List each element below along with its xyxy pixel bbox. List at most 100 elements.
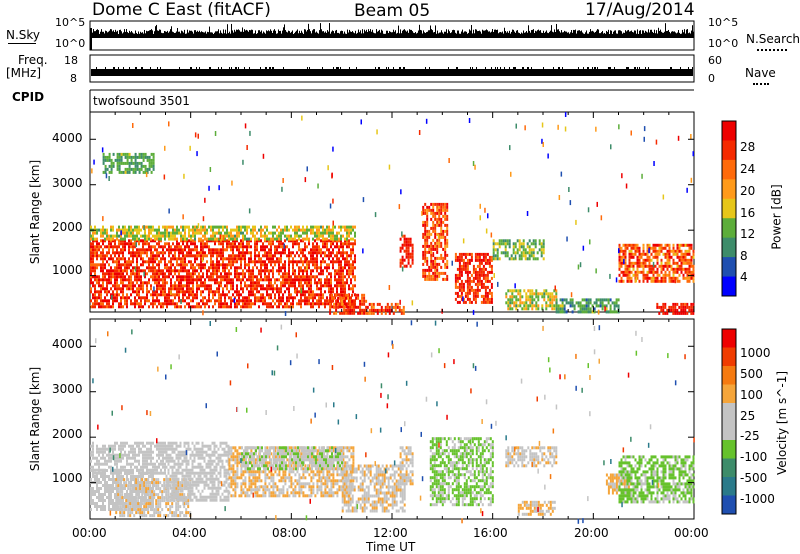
heatmap-cell [122, 225, 124, 229]
freq-spike [114, 67, 115, 69]
heatmap-cell [148, 237, 150, 241]
heatmap-cell [116, 299, 118, 303]
heatmap-cell [230, 254, 232, 258]
heatmap-cell [322, 260, 324, 264]
heatmap-cell [634, 252, 637, 256]
heatmap-cell [430, 241, 433, 245]
nsky-bar [614, 30, 615, 38]
heatmap-cell [411, 255, 414, 259]
heatmap-cell [312, 269, 314, 273]
nsky-bar [195, 30, 196, 38]
heatmap-cell [538, 248, 541, 252]
heatmap-cell [244, 225, 246, 229]
heatmap-cell [156, 231, 158, 235]
nsky-bar [487, 30, 488, 38]
nsky-bar [581, 30, 582, 38]
heatmap-cell [529, 292, 532, 296]
heatmap-cell [440, 265, 443, 269]
heatmap-cell [182, 257, 184, 261]
heatmap-cell [224, 305, 226, 309]
heatmap-cell [296, 225, 298, 229]
heatmap-cell [339, 302, 342, 306]
heatmap-cell [518, 254, 521, 258]
heatmap-cell [260, 266, 262, 270]
heatmap-cell [405, 249, 408, 253]
heatmap-cell [337, 299, 340, 303]
heatmap-cell [262, 260, 264, 264]
heatmap-cell [430, 253, 433, 257]
heatmap-cell [349, 305, 352, 309]
heatmap-cell [130, 281, 132, 285]
heatmap-cell [668, 305, 671, 309]
nsky-bar [98, 30, 99, 38]
heatmap-cell [142, 290, 144, 294]
heatmap-cell [158, 263, 160, 267]
heatmap-cell [90, 281, 92, 285]
heatmap-cell [541, 292, 544, 296]
heatmap-cell [110, 161, 113, 165]
heatmap-cell [266, 293, 268, 297]
heatmap-cell [258, 237, 260, 241]
heatmap-cell [138, 231, 140, 235]
heatmap-cell [399, 246, 402, 250]
heatmap-cell [338, 284, 340, 288]
nsky-bar [452, 30, 453, 38]
heatmap-cell [474, 270, 477, 274]
heatmap-cell [122, 239, 124, 243]
heatmap-cell [332, 287, 334, 291]
heatmap-cell [626, 246, 629, 250]
scatter-echo [648, 248, 650, 254]
heatmap-cell [228, 296, 230, 300]
heatmap-cell [294, 225, 296, 229]
heatmap-cell [642, 261, 645, 265]
heatmap-cell [120, 278, 122, 282]
scatter-echo [202, 310, 204, 316]
nsky-bar [298, 33, 299, 38]
scatter-echo [180, 299, 182, 304]
heatmap-cell [470, 300, 473, 304]
nsky-bar [501, 32, 502, 38]
scatter-echo [641, 173, 643, 179]
heatmap-cell [164, 275, 166, 279]
heatmap-cell [118, 234, 120, 238]
heatmap-cell [324, 237, 326, 241]
heatmap-cell [102, 231, 104, 235]
heatmap-cell [312, 299, 314, 303]
heatmap-cell [172, 234, 174, 238]
heatmap-cell [302, 225, 304, 229]
heatmap-cell [424, 250, 427, 254]
heatmap-cell [166, 299, 168, 303]
heatmap-cell [156, 287, 158, 291]
heatmap-cell [104, 158, 107, 162]
heatmap-cell [676, 279, 679, 283]
heatmap-cell [274, 248, 276, 252]
nsky-bar [624, 32, 625, 38]
heatmap-cell [422, 220, 425, 224]
heatmap-cell [178, 272, 180, 276]
nsky-bar [585, 32, 586, 38]
heatmap-cell [686, 273, 689, 277]
heatmap-cell [542, 248, 545, 252]
heatmap-cell [434, 211, 437, 215]
heatmap-cell [296, 302, 298, 306]
heatmap-cell [518, 257, 521, 261]
heatmap-cell [124, 245, 126, 249]
heatmap-cell [302, 290, 304, 294]
heatmap-cell [104, 228, 106, 232]
heatmap-cell [335, 308, 338, 312]
heatmap-cell [206, 254, 208, 258]
heatmap-cell [134, 290, 136, 294]
heatmap-cell [444, 256, 447, 260]
heatmap-cell [120, 275, 122, 279]
heatmap-cell [184, 228, 186, 232]
heatmap-cell [128, 234, 130, 238]
heatmap-cell [96, 248, 98, 252]
heatmap-cell [164, 257, 166, 261]
heatmap-cell [316, 248, 318, 252]
heatmap-cell [405, 246, 408, 250]
heatmap-cell [260, 231, 262, 235]
heatmap-cell [138, 254, 140, 258]
heatmap-cell [266, 269, 268, 273]
heatmap-cell [626, 279, 629, 283]
heatmap-cell [343, 308, 346, 312]
